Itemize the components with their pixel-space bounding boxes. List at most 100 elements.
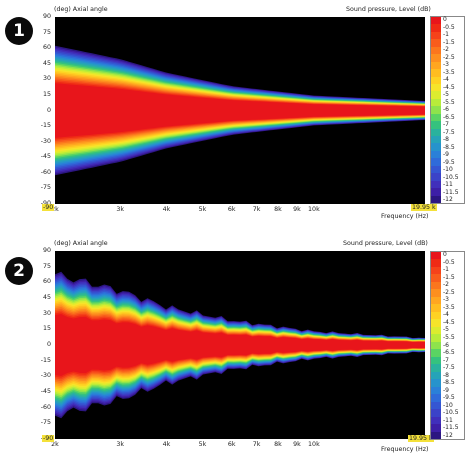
colorbar-swatch — [431, 61, 441, 70]
x-tick-label: 7k — [252, 206, 261, 213]
colorbar-tick-label: -2 — [443, 281, 449, 289]
colorbar-swatch — [431, 296, 441, 305]
colorbar-tick-label: -12 — [443, 196, 453, 203]
colorbar-tick-label: -3.5 — [443, 303, 455, 311]
colorbar-swatch — [431, 259, 441, 268]
y-tick-label: -75 — [40, 184, 51, 192]
colorbar-tick-label: -4 — [443, 76, 449, 83]
colorbar-swatch — [431, 424, 441, 432]
y-tick-label: -45 — [40, 388, 51, 395]
colorbar-tick-label: -4.5 — [443, 318, 455, 326]
y-tick-label: 60 — [42, 278, 51, 286]
x-tick-label: 3k — [116, 441, 125, 448]
colorbar-tick-label: -10 — [443, 401, 453, 409]
y-tick-label: 90 — [42, 247, 51, 254]
colorbar-tick-label: -7.5 — [443, 128, 455, 136]
y-axis-title: (deg) Axial angle — [54, 240, 108, 247]
colorbar-tick-label: -2 — [443, 46, 449, 53]
x-axis-title: Frequency (Hz) — [381, 213, 429, 220]
y-tick-label: 45 — [42, 59, 51, 67]
colorbar-tick-label: -1 — [443, 31, 449, 38]
colorbar-tick-label: 0 — [443, 251, 447, 258]
colorbar-tick-label: -2.5 — [443, 53, 455, 61]
x-tick-label: 6k — [227, 206, 236, 213]
x-tick-label: 9k — [293, 441, 301, 448]
colorbar-tick-label: -1.5 — [443, 38, 455, 46]
x-start-label: -90 — [42, 204, 55, 211]
x-tick-label: 5k — [198, 206, 207, 213]
x-tick-label: 10k — [308, 441, 320, 448]
y-tick-label: 30 — [42, 309, 51, 317]
colorbar-swatch — [431, 349, 441, 358]
colorbar-tick-label: -4 — [443, 311, 449, 319]
colorbar-tick-label: 0 — [443, 16, 447, 23]
x-tick-label: 7k — [252, 441, 261, 448]
colorbar-swatch — [431, 379, 441, 388]
x-tick-label: 4k — [162, 441, 171, 448]
y-tick-label: -45 — [40, 153, 51, 161]
colorbar-tick-label: -12 — [443, 432, 453, 439]
colorbar-tick-label: -5.5 — [443, 333, 455, 341]
y-tick-label: 90 — [42, 13, 51, 20]
chart-panel-1: 1 (deg) Axial angle Sound pressure, Leve… — [0, 0, 468, 229]
colorbar-swatch — [431, 39, 441, 48]
y-tick-label: 15 — [42, 90, 51, 98]
level-contour-band — [55, 83, 425, 138]
y-tick-label: -30 — [40, 372, 51, 380]
colorbar-tick-label: -0.5 — [443, 23, 455, 31]
x-tick-label: 4k — [162, 206, 171, 213]
x-end-label: 19.95 k — [408, 435, 434, 442]
colorbar-swatch — [431, 128, 441, 137]
colorbar-swatch — [431, 121, 441, 130]
colorbar-swatch — [431, 394, 441, 403]
colorbar: 0 -0.5 -1 -1.5 -2 -2.5 -3 -3.5 -4 -4.5 -5 -5.5 -6 -6.… — [430, 16, 465, 204]
colorbar-tick-label: -1 — [443, 266, 449, 274]
colorbar-swatch — [431, 158, 441, 167]
x-tick-label: 8k — [274, 206, 282, 213]
colorbar-swatch — [431, 341, 441, 350]
colorbar-swatch — [431, 401, 441, 410]
y-tick-label: -90 — [31, 200, 51, 207]
polar-heatmap-plot — [55, 251, 425, 439]
x-start-label: -90 — [42, 435, 55, 442]
colorbar-swatch — [431, 319, 441, 328]
colorbar-swatch — [431, 98, 441, 107]
colorbar: 0 -0.5 -1 -1.5 -2 -2.5 -3 -3.5 -4 -4.5 -5 -5.5 -6 -6.… — [430, 251, 465, 440]
polar-heatmap-plot — [55, 17, 425, 204]
chart-number-badge: 2 — [5, 257, 33, 285]
colorbar-swatch — [431, 24, 441, 33]
colorbar-swatch — [431, 304, 441, 313]
y-tick-label: -60 — [40, 168, 51, 176]
colorbar-swatch — [431, 431, 441, 440]
colorbar-swatch — [431, 165, 441, 174]
y-axis-title: (deg) Axial angle — [54, 6, 108, 13]
y-tick-label: -15 — [40, 122, 51, 130]
colorbar-swatch — [431, 150, 441, 159]
colorbar-swatch — [431, 371, 441, 380]
y-tick-label: 45 — [42, 294, 51, 301]
colorbar-tick-label: -8.5 — [443, 143, 455, 151]
colorbar-swatch — [431, 252, 441, 260]
colorbar-tick-label: -11.5 — [443, 188, 459, 196]
colorbar-swatch — [431, 173, 441, 182]
y-tick-label: 30 — [42, 75, 51, 83]
colorbar-swatch — [431, 356, 441, 365]
y-tick-label: 0 — [46, 341, 51, 348]
colorbar-tick-label: -1.5 — [443, 273, 455, 281]
colorbar-swatch — [431, 334, 441, 343]
x-tick-label: 8k — [274, 441, 282, 448]
colorbar-tick-label: -3 — [443, 296, 449, 304]
y-tick-label: 75 — [42, 28, 51, 36]
colorbar-swatch — [431, 274, 441, 283]
x-tick-label: 6k — [227, 441, 236, 448]
colorbar-swatch — [431, 266, 441, 275]
y-tick-label: -15 — [40, 356, 51, 364]
colorbar-tick-label: -5 — [443, 326, 449, 334]
colorbar-swatch — [431, 289, 441, 298]
x-tick-label: 3k — [116, 206, 125, 213]
colorbar-tick-label: -3 — [443, 61, 449, 68]
colorbar-tick-label: -9.5 — [443, 394, 455, 402]
level-contour-band — [55, 314, 425, 376]
colorbar-swatch — [431, 31, 441, 40]
colorbar-tick-label: -9 — [443, 151, 449, 158]
